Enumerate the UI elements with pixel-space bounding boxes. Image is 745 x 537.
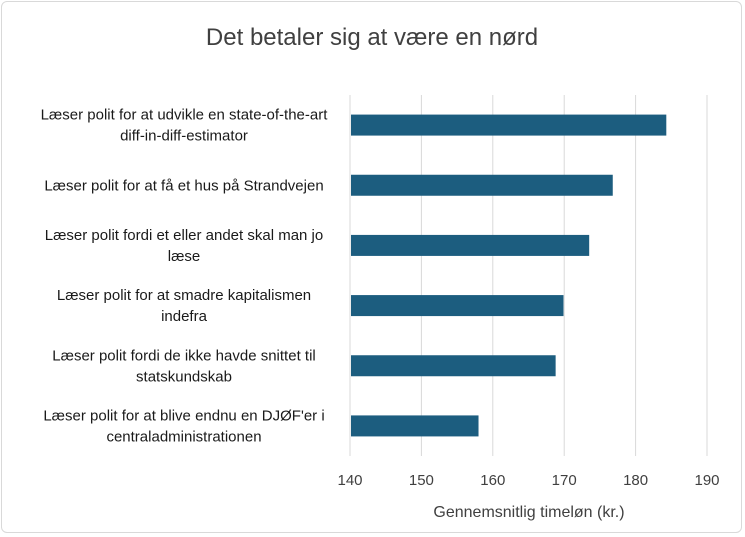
category-labels: Læser polit for at udvikle en state-of-t…: [41, 107, 329, 446]
x-tick-label: 160: [480, 472, 505, 489]
category-label: diff-in-diff-estimator: [120, 128, 248, 145]
category-label: Læser polit fordi de ikke havde snittet …: [52, 347, 315, 364]
bar: [351, 355, 556, 377]
category-label: Læser polit for at få et hus på Strandve…: [44, 177, 323, 194]
category-label: centraladministrationen: [106, 428, 261, 445]
x-axis-title: Gennemsnitlig timeløn (kr.): [433, 504, 624, 521]
category-label: læse: [168, 248, 201, 265]
category-label: Læser polit for at smadre kapitalismen: [57, 287, 311, 304]
x-axis-ticks: 140 150 160 170 180 190: [337, 472, 719, 489]
x-tick-label: 190: [694, 472, 719, 489]
category-label: statskundskab: [136, 368, 232, 385]
category-label: Læser polit fordi et eller andet skal ma…: [45, 227, 323, 244]
category-label: indefra: [161, 308, 208, 325]
x-tick-label: 180: [623, 472, 648, 489]
x-tick-label: 150: [409, 472, 434, 489]
bar: [351, 234, 590, 256]
bar: [351, 174, 613, 196]
bar: [351, 415, 479, 437]
bar: [351, 114, 667, 136]
x-tick-label: 170: [552, 472, 577, 489]
category-label: Læser polit for at blive endnu en DJØF'e…: [43, 407, 324, 424]
x-tick-label: 140: [337, 472, 362, 489]
category-label: Læser polit for at udvikle en state-of-t…: [41, 107, 329, 124]
gridlines: [349, 95, 708, 456]
bars: [351, 114, 667, 437]
chart-title: Det betaler sig at være en nørd: [206, 24, 538, 51]
bar: [351, 295, 564, 317]
